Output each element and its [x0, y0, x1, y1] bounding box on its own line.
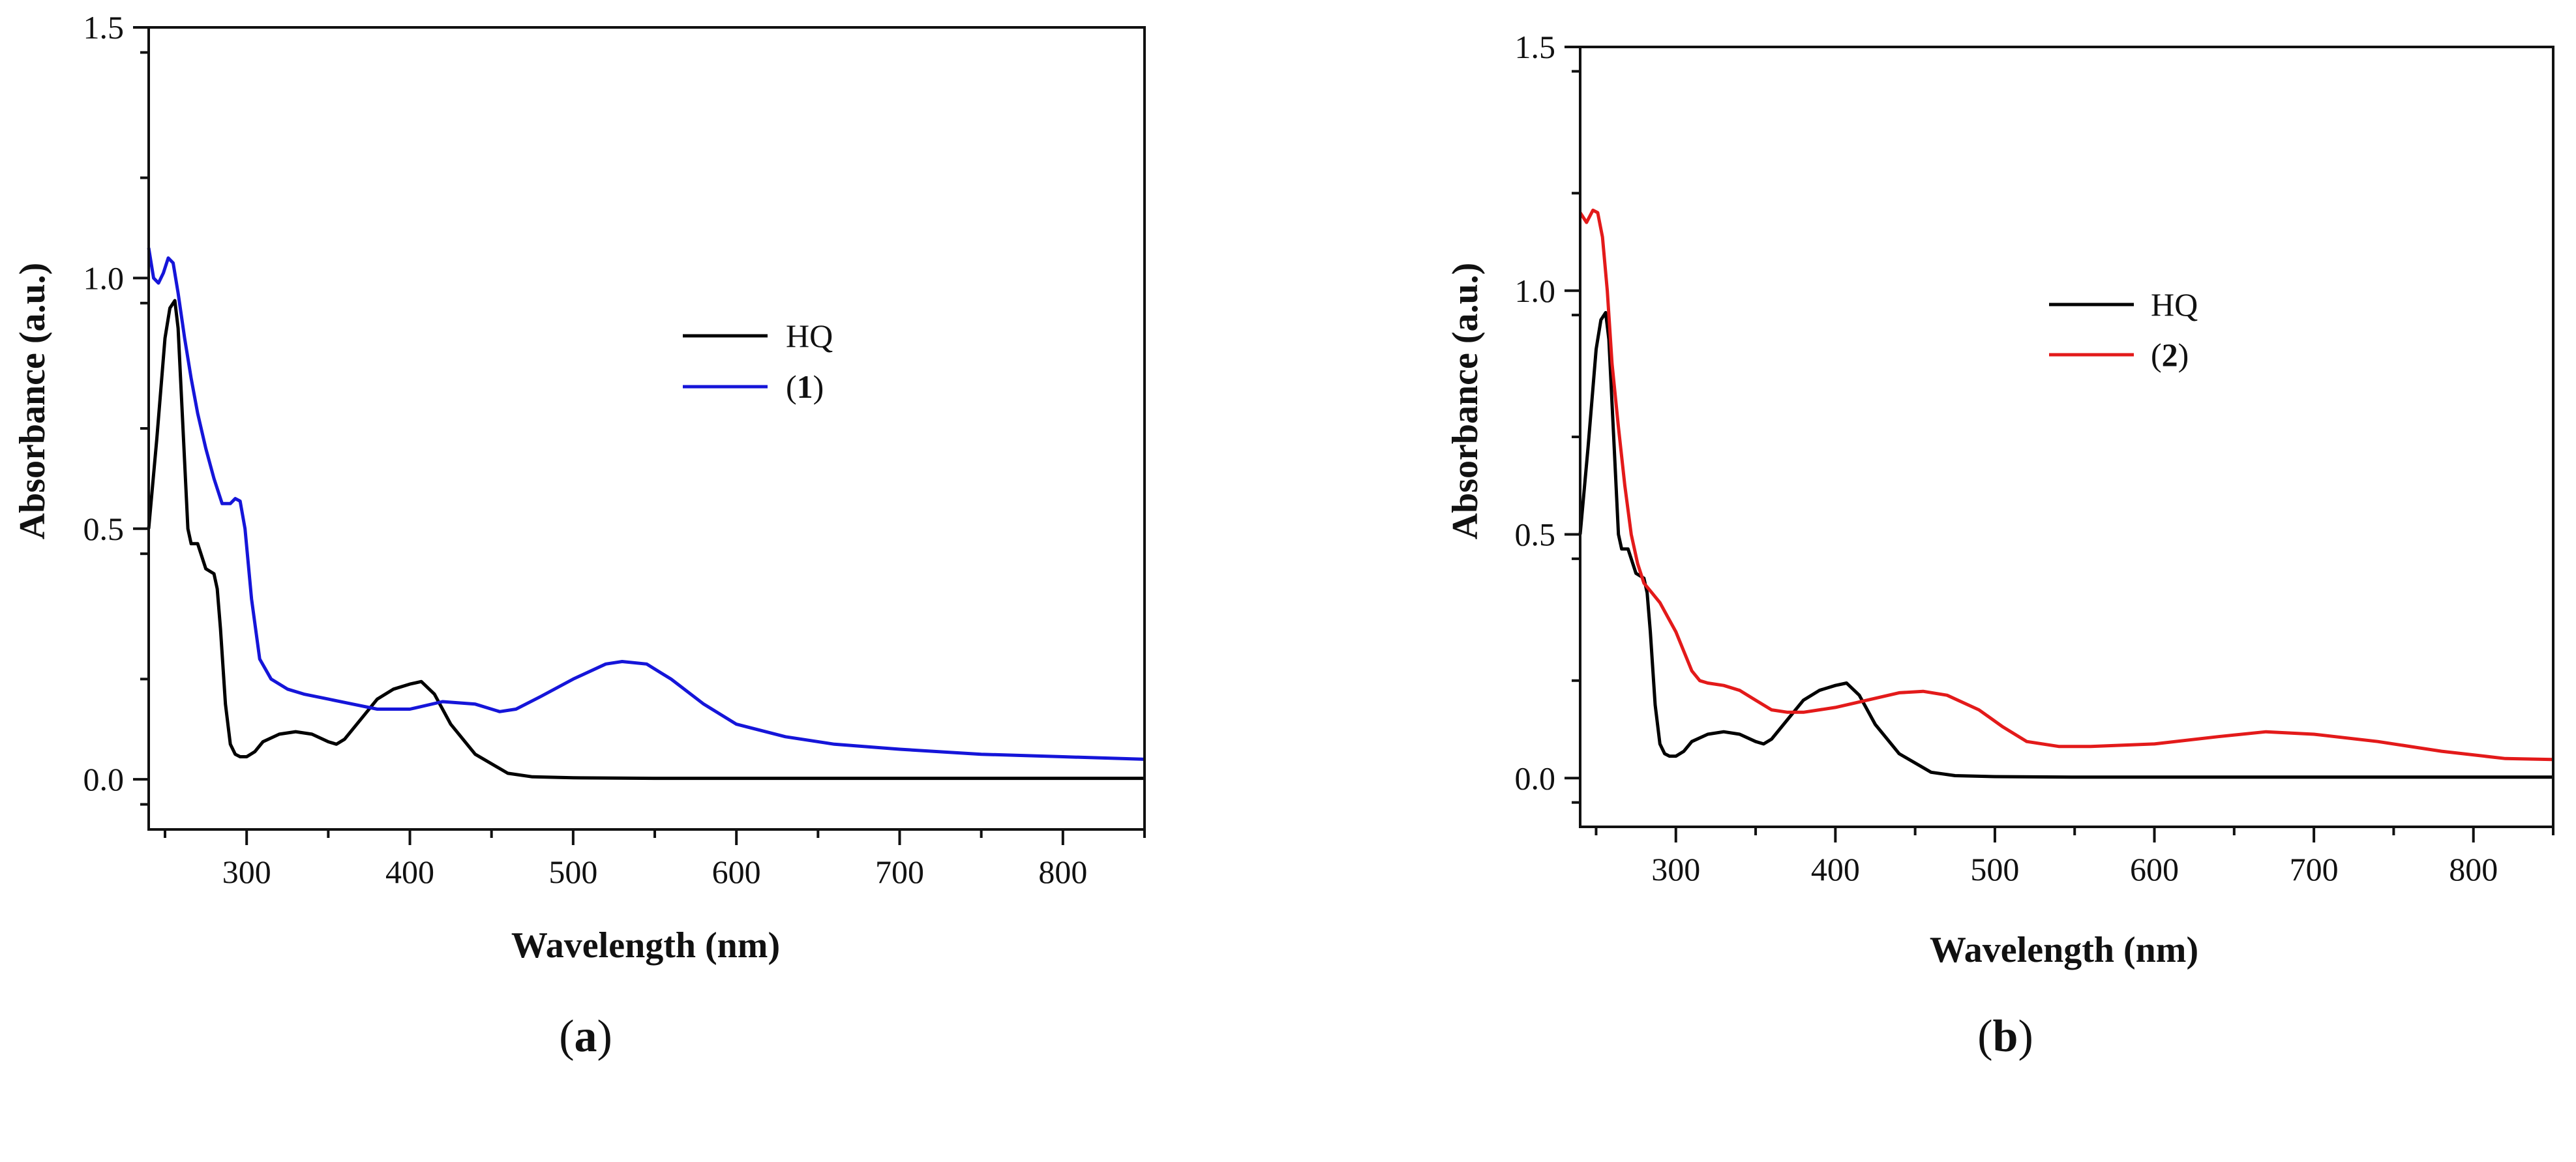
panel-b-caption: (b) [1977, 1011, 2033, 1062]
panel-b-tick-layer: 300 400 500 600 700 800 0.0 0.5 1.0 1.5 [1515, 29, 2554, 887]
panel-a-legend-label-1: (1) [786, 368, 824, 405]
panel-a-x-axis-title: Wavelength (nm) [511, 925, 780, 966]
panel-a-series-layer [147, 247, 1145, 781]
panel-a-series-line-hq [147, 299, 1145, 781]
panel-a-y-tick-label-3: 1.5 [83, 9, 125, 46]
panel-a-x-tick-label-300: 300 [222, 854, 271, 890]
panel-a-tick-layer: 300 400 500 600 700 800 0.0 0.5 1.0 1.5 [83, 9, 1146, 890]
panel-a-x-tick-label-700: 700 [875, 854, 924, 890]
panel-b-y-tick-label-0: 0.0 [1515, 760, 1556, 796]
panel-b-x-tick-label-500: 500 [1970, 851, 2019, 887]
panel-b-series-line-2 [1578, 208, 2554, 762]
panel-a-x-tick-label-600: 600 [712, 854, 761, 890]
panel-a-caption: (a) [559, 1011, 612, 1062]
panel-b-y-axis-title: Absorbance (a.u.) [1445, 263, 1486, 540]
panel-a-series-line-1 [147, 247, 1145, 761]
panel-a-y-tick-label-2: 1.0 [83, 260, 125, 296]
panel-b-x-tick-label-700: 700 [2290, 851, 2339, 887]
panel-b-series-line-hq [1578, 310, 2553, 779]
panel-a-legend: HQ (1) [683, 318, 833, 405]
panel-b-x-axis-title: Wavelength (nm) [1930, 930, 2198, 970]
panel-b-y-tick-label-3: 1.5 [1515, 29, 1556, 65]
panel-b-y-tick-label-1: 0.5 [1515, 516, 1556, 553]
panel-a-y-tick-label-0: 0.0 [83, 761, 125, 797]
panel-b-legend-label-2: (2) [2151, 336, 2189, 373]
panel-a-x-tick-label-500: 500 [548, 854, 597, 890]
panel-b-x-tick-label-300: 300 [1651, 851, 1700, 887]
panel-a-x-tick-label-800: 800 [1038, 854, 1087, 890]
chart-panel-a: 300 400 500 600 700 800 0.0 0.5 1.0 1.5 Wavelengt… [12, 9, 1146, 1062]
panel-a-legend-label-hq: HQ [786, 318, 833, 354]
panel-a-x-tick-label-400: 400 [385, 854, 434, 890]
panel-a-y-axis-title: Absorbance (a.u.) [12, 263, 53, 540]
panel-b-series-layer [1578, 208, 2554, 779]
panel-b-x-tick-label-800: 800 [2449, 851, 2498, 887]
panel-b-x-tick-label-600: 600 [2130, 851, 2179, 887]
panel-b-legend: HQ (2) [2049, 286, 2198, 373]
panel-b-x-tick-label-400: 400 [1811, 851, 1860, 887]
panel-b-y-tick-label-2: 1.0 [1515, 273, 1556, 309]
panel-a-y-tick-label-1: 0.5 [83, 511, 125, 547]
chart-panel-b: 300 400 500 600 700 800 0.0 0.5 1.0 1.5 Wavelengt… [1445, 29, 2554, 1062]
panel-b-legend-label-hq: HQ [2151, 286, 2198, 323]
